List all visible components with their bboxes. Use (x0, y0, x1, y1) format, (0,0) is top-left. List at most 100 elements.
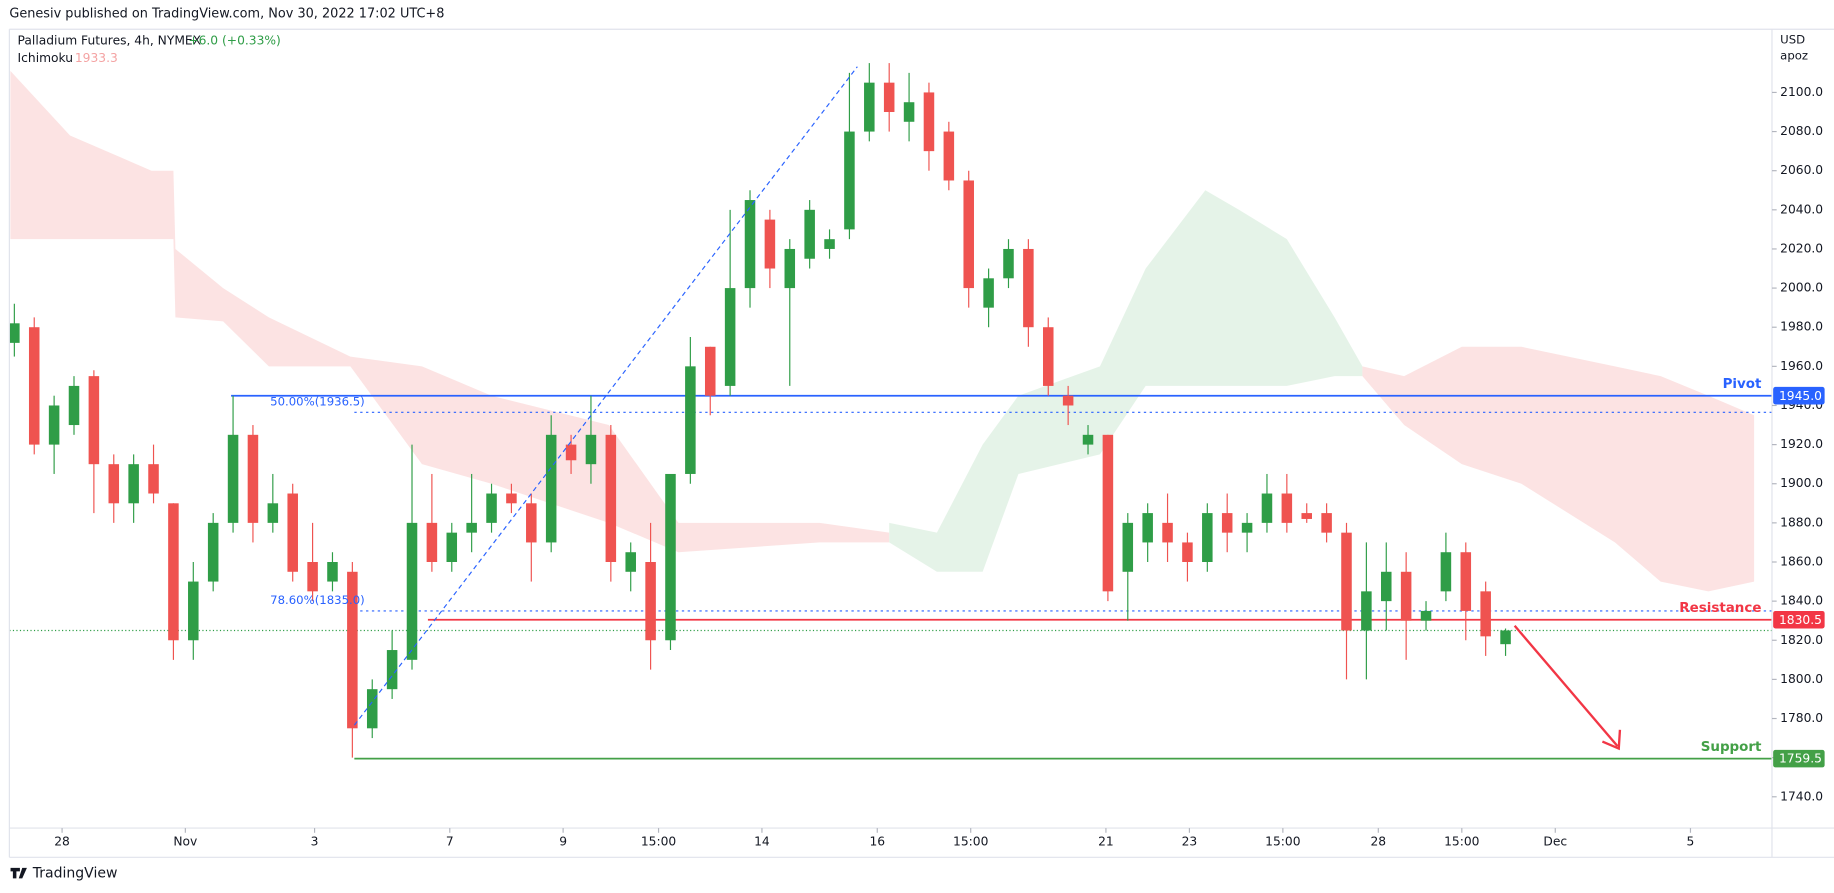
candle-body (1241, 522, 1253, 533)
plot-area (9, 63, 1772, 760)
candle-body (923, 92, 935, 152)
candle-body (1500, 630, 1511, 645)
y-tick-label: 1880.0 (1780, 515, 1823, 529)
candle-body (1420, 610, 1432, 621)
y-tick-label: 2040.0 (1780, 202, 1823, 216)
candle-body (1281, 493, 1293, 523)
candle-body (724, 288, 736, 386)
candle-body (9, 323, 20, 343)
y-tick-label: 2020.0 (1780, 241, 1823, 255)
candle-body (108, 464, 120, 504)
candle-body (366, 689, 378, 729)
x-tick-label: 9 (559, 835, 567, 849)
candle-body (1182, 542, 1193, 563)
candle-body (1361, 591, 1372, 631)
y-tick-label: 2000.0 (1780, 281, 1823, 295)
fib-trend-line (353, 66, 858, 726)
candle-body (307, 562, 318, 592)
candle-body (188, 581, 199, 641)
level-name: Support (1701, 740, 1762, 755)
candle-body (1480, 591, 1491, 637)
brand: TradingView (32, 866, 118, 882)
candle-body (1162, 522, 1173, 543)
x-tick-label: 3 (311, 835, 319, 849)
candle-body (804, 209, 815, 259)
x-tick-label: 5 (1687, 835, 1695, 849)
candle-body (267, 503, 279, 523)
candle-body (665, 473, 676, 641)
price-tag (1773, 610, 1825, 629)
candle-body (526, 503, 537, 543)
candle-body (784, 248, 796, 289)
arrow-head (1601, 729, 1622, 751)
y-tick-label: 1740.0 (1780, 789, 1823, 803)
candle-body (486, 493, 497, 523)
candle-body (983, 278, 994, 308)
candle-body (1460, 552, 1472, 611)
candle-body (68, 385, 80, 426)
candle-body (704, 346, 716, 396)
candle-body (406, 522, 418, 660)
candle-body (426, 522, 438, 563)
ichimoku-cloud (10, 70, 890, 553)
candle-body (28, 327, 40, 445)
candle-body (1261, 493, 1273, 523)
candle-body (227, 434, 239, 523)
candle-body (466, 522, 477, 533)
candle-body (1042, 327, 1054, 386)
candle-body (1301, 513, 1312, 519)
candle-body (148, 464, 159, 494)
x-tick-label: 16 (869, 835, 885, 849)
candle-body (88, 376, 100, 465)
x-tick-label: 15:00 (641, 835, 676, 849)
candle-body (1221, 513, 1233, 533)
candle-body (685, 366, 696, 474)
y-tick-label: 1820.0 (1780, 633, 1823, 647)
candle-body (207, 522, 219, 582)
y-tick-label: 1980.0 (1780, 320, 1823, 334)
candle-body (1142, 513, 1153, 543)
candle-body (386, 650, 398, 690)
candle-body (1082, 434, 1094, 445)
arrow (1513, 624, 1619, 747)
y-tick-label: 1860.0 (1780, 555, 1823, 569)
candle-body (1102, 434, 1114, 592)
candle-body (1003, 248, 1014, 279)
candle-body (824, 239, 835, 249)
candle-body (347, 571, 358, 729)
indicator-value: 1933.3 (75, 51, 118, 65)
candle-body (943, 131, 955, 181)
y-tick-label: 1780.0 (1780, 711, 1823, 725)
x-tick-label: 28 (1371, 835, 1387, 849)
candle-body (625, 552, 636, 572)
x-tick-label: 15:00 (953, 835, 988, 849)
y-tick-label: 2100.0 (1780, 85, 1823, 99)
y-tick-label: 1960.0 (1780, 359, 1823, 373)
y-tick-label: 1920.0 (1780, 437, 1823, 451)
candle-body (744, 200, 756, 289)
unit: apoz (1780, 49, 1808, 63)
x-tick-label: 21 (1098, 835, 1114, 849)
x-tick-label: 28 (54, 835, 70, 849)
fib-label: 50.00%(1936.5) (270, 394, 365, 408)
candle-body (1341, 532, 1352, 631)
x-tick-label: 7 (446, 835, 454, 849)
symbol-title: Palladium Futures, 4h, NYMEX (18, 33, 202, 47)
y-tick-label: 2080.0 (1780, 124, 1823, 138)
candle-body (1440, 552, 1452, 592)
y-tick-label: 1840.0 (1780, 594, 1823, 608)
candle-body (585, 434, 597, 465)
candle-body (1122, 522, 1134, 572)
x-tick-label: 15:00 (1265, 835, 1300, 849)
candle-body (844, 131, 855, 230)
price-tag (1773, 749, 1825, 768)
candle-body (446, 532, 458, 563)
y-tick-label: 2060.0 (1780, 163, 1823, 177)
price-tag (1773, 386, 1825, 405)
candle-body (48, 405, 60, 445)
candle-body (883, 82, 895, 113)
candle-body (1062, 395, 1074, 406)
candle-body (645, 562, 656, 641)
